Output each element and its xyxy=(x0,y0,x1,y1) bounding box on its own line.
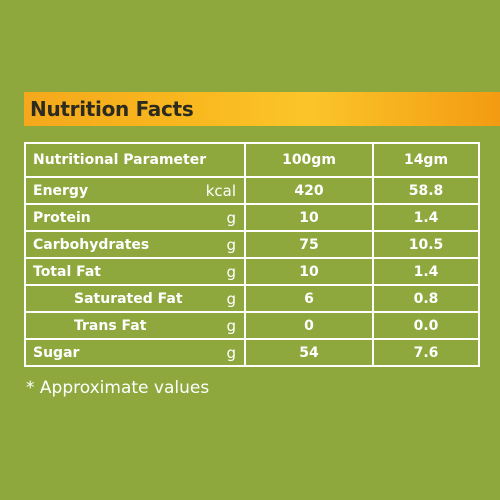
header-parameter-label: Nutritional Parameter xyxy=(33,152,207,168)
param-name: Carbohydrates xyxy=(33,236,150,253)
table-row: Sugar g 54 7.6 xyxy=(24,338,480,367)
param-name: Saturated Fat xyxy=(74,290,183,307)
value-14gm: 58.8 xyxy=(372,176,480,205)
header-parameter: Nutritional Parameter xyxy=(24,142,246,178)
nutrition-table: Nutritional Parameter 100gm 14gm Energy … xyxy=(24,142,480,367)
value-100gm: 420 xyxy=(244,176,374,205)
value-100gm: 10 xyxy=(244,257,374,286)
param-name: Trans Fat xyxy=(74,317,147,334)
param-cell: Protein g xyxy=(24,203,246,232)
param-unit: g xyxy=(226,289,236,308)
param-unit: g xyxy=(226,262,236,281)
param-cell: Total Fat g xyxy=(24,257,246,286)
value-14gm: 1.4 xyxy=(372,257,480,286)
title-banner xyxy=(24,92,500,126)
value-100gm: 6 xyxy=(244,284,374,313)
value-100gm: 0 xyxy=(244,311,374,340)
value-14gm: 1.4 xyxy=(372,203,480,232)
param-cell: Saturated Fat g xyxy=(24,284,246,313)
param-unit: g xyxy=(226,235,236,254)
param-name: Protein xyxy=(33,209,91,226)
param-cell: Energy kcal xyxy=(24,176,246,205)
table-header-row: Nutritional Parameter 100gm 14gm xyxy=(24,142,480,178)
header-14gm: 14gm xyxy=(372,142,480,178)
value-100gm: 10 xyxy=(244,203,374,232)
table-row: Protein g 10 1.4 xyxy=(24,203,480,232)
param-unit: g xyxy=(226,208,236,227)
param-name: Sugar xyxy=(33,344,80,361)
param-cell: Sugar g xyxy=(24,338,246,367)
value-100gm: 54 xyxy=(244,338,374,367)
param-name: Energy xyxy=(33,182,89,199)
value-14gm: 0.8 xyxy=(372,284,480,313)
value-14gm: 10.5 xyxy=(372,230,480,259)
param-unit: g xyxy=(226,316,236,335)
value-14gm: 0.0 xyxy=(372,311,480,340)
header-100gm: 100gm xyxy=(244,142,374,178)
param-cell: Trans Fat g xyxy=(24,311,246,340)
param-name: Total Fat xyxy=(33,263,102,280)
footnote: * Approximate values xyxy=(26,378,210,398)
page-title: Nutrition Facts xyxy=(30,97,194,121)
table-row: Saturated Fat g 6 0.8 xyxy=(24,284,480,313)
value-100gm: 75 xyxy=(244,230,374,259)
param-unit: kcal xyxy=(205,181,236,200)
table-row: Energy kcal 420 58.8 xyxy=(24,176,480,205)
table-row: Trans Fat g 0 0.0 xyxy=(24,311,480,340)
param-cell: Carbohydrates g xyxy=(24,230,246,259)
table-row: Total Fat g 10 1.4 xyxy=(24,257,480,286)
table-row: Carbohydrates g 75 10.5 xyxy=(24,230,480,259)
param-unit: g xyxy=(226,343,236,362)
value-14gm: 7.6 xyxy=(372,338,480,367)
